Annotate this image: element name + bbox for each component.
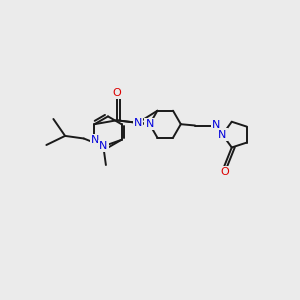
Text: N: N <box>134 118 142 128</box>
Text: N: N <box>212 121 220 130</box>
Text: O: O <box>112 88 121 98</box>
Text: O: O <box>220 167 229 177</box>
Text: N: N <box>218 130 226 140</box>
Text: N: N <box>146 119 154 129</box>
Text: N: N <box>91 135 100 145</box>
Text: N: N <box>99 141 107 151</box>
